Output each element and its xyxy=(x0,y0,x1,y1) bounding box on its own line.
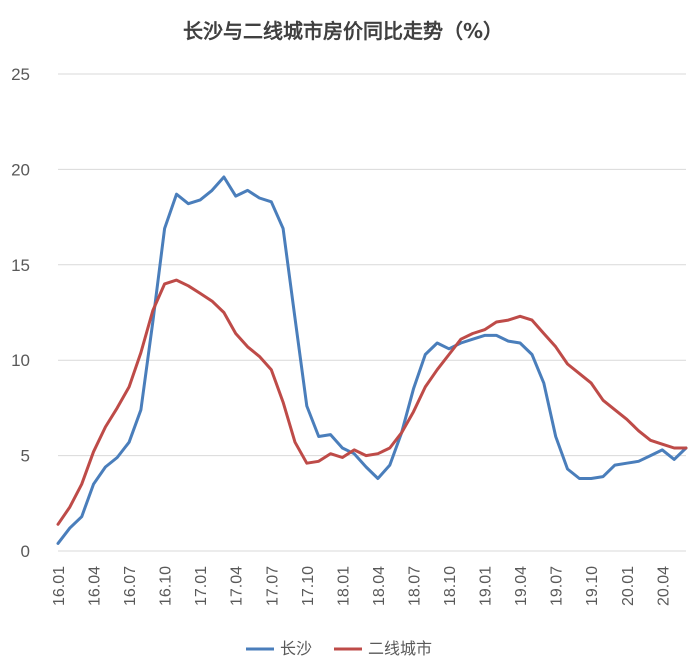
y-tick-label: 20 xyxy=(11,160,30,179)
legend-label-changsha: 长沙 xyxy=(280,639,312,658)
x-tick-label: 18.07 xyxy=(406,566,423,606)
series-lines xyxy=(56,175,688,545)
chart-title: 长沙与二线城市房价同比走势（%） xyxy=(183,19,503,43)
x-axis-ticks: 16.01 16.04 16.07 16.10 17.01 17.04 17.07 17.10… xyxy=(51,566,672,606)
x-tick-label: 17.01 xyxy=(193,566,210,606)
x-tick-label: 19.04 xyxy=(513,566,530,606)
series-line-0 xyxy=(56,175,688,545)
x-tick-label: 18.10 xyxy=(442,566,459,606)
x-tick-label: 20.04 xyxy=(655,566,672,606)
y-tick-label: 0 xyxy=(21,542,30,561)
x-tick-label: 20.01 xyxy=(620,566,637,606)
x-tick-label: 16.01 xyxy=(51,566,68,606)
x-tick-label: 16.10 xyxy=(158,566,175,606)
y-tick-label: 5 xyxy=(21,447,30,466)
x-tick-label: 17.10 xyxy=(300,566,317,606)
x-tick-label: 19.01 xyxy=(478,566,495,606)
y-tick-label: 25 xyxy=(11,65,30,84)
x-tick-label: 16.04 xyxy=(87,566,104,606)
y-axis-ticks: 0 5 10 15 20 25 xyxy=(11,65,30,561)
legend: 长沙 二线城市 xyxy=(246,639,432,658)
x-tick-label: 19.07 xyxy=(549,566,566,606)
x-tick-label: 18.04 xyxy=(371,566,388,606)
y-tick-label: 15 xyxy=(11,256,30,275)
series-line-1 xyxy=(56,278,688,526)
legend-label-second-tier: 二线城市 xyxy=(368,639,432,658)
grid-lines xyxy=(58,73,686,552)
x-tick-label: 17.07 xyxy=(264,566,281,606)
x-tick-label: 16.07 xyxy=(122,566,139,606)
y-tick-label: 10 xyxy=(11,351,30,370)
x-tick-label: 19.10 xyxy=(584,566,601,606)
x-tick-label: 17.04 xyxy=(229,566,246,606)
x-tick-label: 18.01 xyxy=(335,566,352,606)
